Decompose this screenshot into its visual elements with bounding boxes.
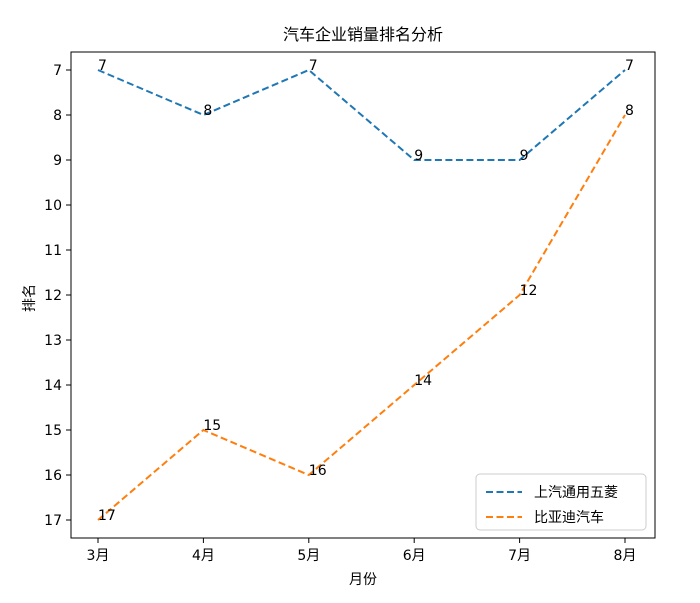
- y-tick-label: 10: [44, 198, 62, 214]
- data-labels: 7 8 7 9 9 7 17 15 16 14 12 8: [98, 58, 634, 524]
- y-tick-label: 7: [53, 63, 62, 79]
- data-label: 12: [520, 283, 538, 299]
- y-tick-label: 8: [53, 108, 62, 124]
- y-tick-label: 16: [44, 468, 62, 484]
- x-axis: 3月 4月 5月 6月 7月 8月: [87, 538, 637, 564]
- y-tick-label: 13: [44, 333, 62, 349]
- data-label: 9: [414, 148, 423, 164]
- data-label: 7: [625, 58, 634, 74]
- x-axis-label: 月份: [349, 572, 377, 588]
- legend-label: 比亚迪汽车: [534, 509, 604, 526]
- y-axis: 7 8 9 10 11 12 13 14 15 16 17: [44, 63, 71, 529]
- y-tick-label: 11: [44, 243, 62, 259]
- data-label: 14: [414, 373, 432, 389]
- x-tick-label: 4月: [192, 548, 215, 564]
- y-tick-label: 14: [44, 378, 62, 394]
- y-tick-label: 17: [44, 513, 62, 529]
- y-tick-label: 12: [44, 288, 62, 304]
- data-label: 9: [520, 148, 529, 164]
- data-label: 15: [203, 418, 221, 434]
- y-tick-label: 15: [44, 423, 62, 439]
- plot-frame: [70, 51, 656, 539]
- data-label: 17: [98, 508, 116, 524]
- data-label: 16: [309, 463, 327, 479]
- y-tick-label: 9: [53, 153, 62, 169]
- x-tick-label: 6月: [403, 548, 426, 564]
- legend-label: 上汽通用五菱: [534, 485, 618, 501]
- data-label: 7: [98, 58, 107, 74]
- x-tick-label: 8月: [614, 548, 637, 564]
- x-tick-label: 3月: [87, 548, 110, 564]
- data-label: 8: [625, 103, 634, 119]
- series-line-1: [97, 114, 626, 521]
- data-label: 8: [203, 103, 212, 119]
- series-lines: [97, 68, 626, 521]
- data-label: 7: [309, 58, 318, 74]
- x-tick-label: 7月: [508, 548, 531, 564]
- chart-title: 汽车企业销量排名分析: [283, 25, 443, 44]
- y-axis-label: 排名: [22, 284, 38, 312]
- x-tick-label: 5月: [297, 548, 320, 564]
- series-line-0: [97, 68, 626, 161]
